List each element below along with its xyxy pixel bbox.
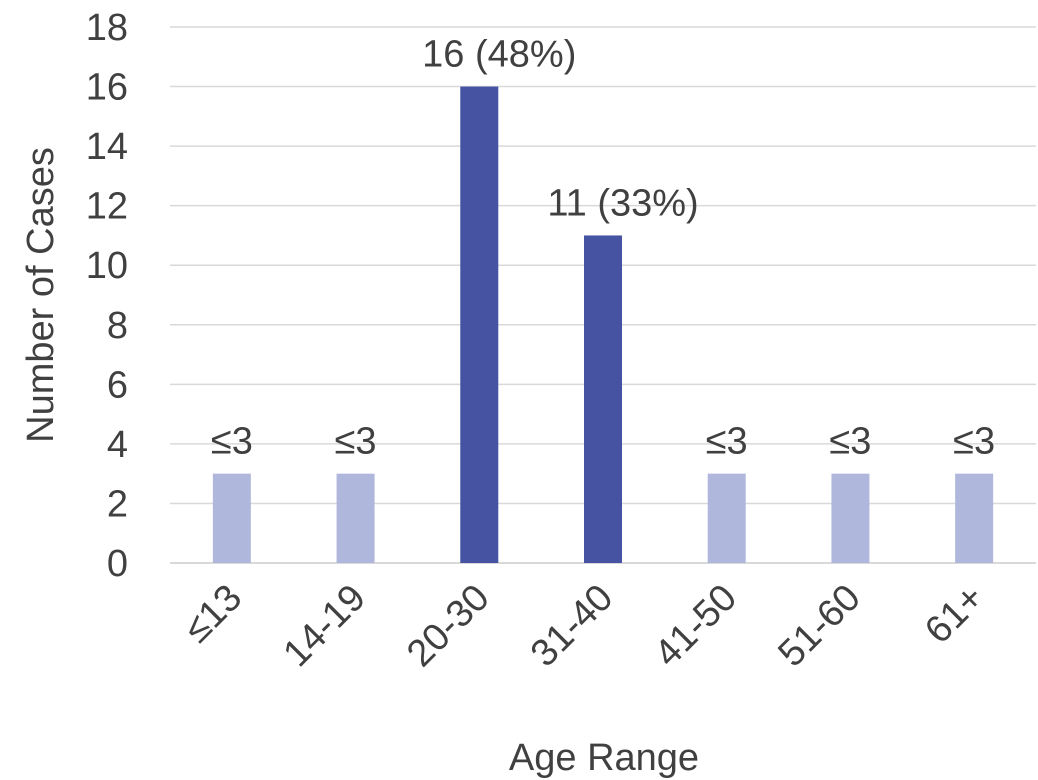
y-tick-label: 12 bbox=[86, 186, 128, 228]
bar bbox=[460, 86, 499, 564]
bars bbox=[212, 86, 994, 564]
bar bbox=[336, 473, 375, 563]
y-tick-label: 10 bbox=[86, 245, 128, 287]
y-tick-label: 16 bbox=[86, 67, 128, 109]
bar bbox=[955, 473, 994, 563]
bar bbox=[584, 235, 622, 563]
y-tick-label: 2 bbox=[107, 483, 128, 525]
data-label: ≤3 bbox=[335, 421, 377, 463]
y-axis-title: Number of Cases bbox=[20, 147, 62, 443]
y-tick-label: 0 bbox=[107, 543, 128, 585]
y-tick-label: 8 bbox=[107, 305, 128, 347]
x-tick-label: 61+ bbox=[917, 577, 992, 652]
data-label: ≤3 bbox=[706, 421, 748, 463]
y-tick-label: 4 bbox=[107, 424, 128, 466]
y-tick-label: 14 bbox=[86, 126, 128, 168]
x-tick-label: ≤13 bbox=[176, 577, 250, 651]
x-tick-labels: ≤13 14-19 20-30 31-40 41-50 51-60 61+ bbox=[176, 577, 993, 675]
data-labels: ≤3 ≤3 16 (48%) 11 (33%) ≤3 ≤3 ≤3 bbox=[211, 34, 995, 463]
x-tick-label: 14-19 bbox=[276, 577, 374, 675]
data-label: 16 (48%) bbox=[422, 34, 576, 76]
bar bbox=[707, 473, 746, 563]
x-tick-label: 41-50 bbox=[647, 577, 745, 675]
bar bbox=[831, 473, 870, 563]
y-tick-label: 6 bbox=[107, 364, 128, 406]
data-label: ≤3 bbox=[211, 421, 253, 463]
y-tick-labels: 0 2 4 6 8 10 12 14 16 18 bbox=[86, 7, 128, 585]
y-tick-label: 18 bbox=[86, 7, 128, 49]
data-label: ≤3 bbox=[953, 421, 995, 463]
x-tick-label: 31-40 bbox=[523, 577, 621, 675]
data-label: 11 (33%) bbox=[547, 182, 698, 224]
x-axis-title: Age Range bbox=[509, 737, 699, 779]
x-tick-label: 51-60 bbox=[770, 577, 868, 675]
data-label: ≤3 bbox=[829, 421, 871, 463]
x-tick-label: 20-30 bbox=[399, 577, 497, 675]
bar bbox=[212, 473, 251, 563]
